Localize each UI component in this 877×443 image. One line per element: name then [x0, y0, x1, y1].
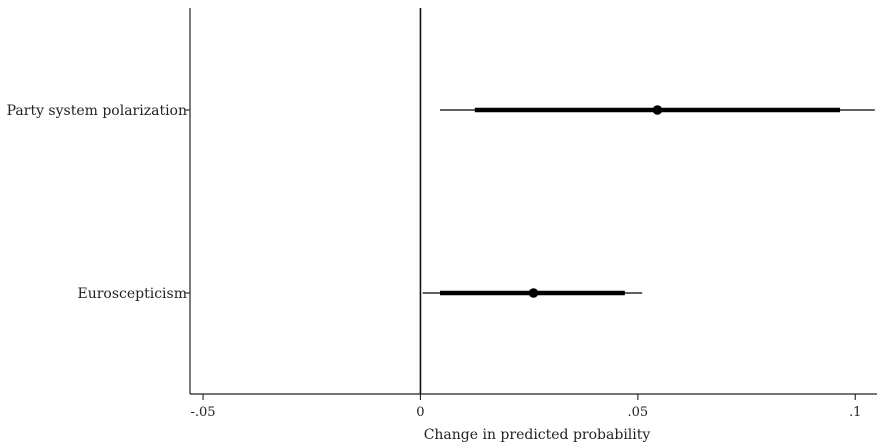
y-category-label: Party system polarization: [7, 103, 187, 119]
point-estimate: [528, 288, 539, 298]
x-tick-label: .1: [849, 405, 861, 420]
x-tick-label: -.05: [191, 405, 216, 420]
x-tick-label: .05: [628, 405, 649, 420]
point-estimate: [652, 105, 663, 115]
y-category-label: Euroscepticism: [77, 286, 187, 302]
plot-axes: -.05 0 .05 .1 Party system polarization Euros…: [7, 8, 877, 420]
x-tick-label: 0: [416, 405, 424, 420]
x-axis-title: Change in predicted probability: [424, 427, 651, 443]
plot-marks: [422, 105, 875, 298]
